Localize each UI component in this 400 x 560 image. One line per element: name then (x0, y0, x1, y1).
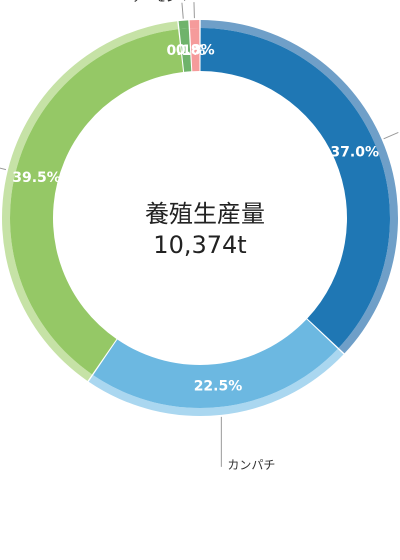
slices-group (2, 20, 398, 416)
slice-2 (9, 29, 184, 375)
percent-label-4: 0.8% (176, 43, 215, 59)
leader-lines-group (0, 2, 399, 467)
leader-line-3 (181, 2, 184, 19)
slice-4 (190, 28, 200, 72)
center-value: 10,374t (153, 231, 246, 259)
category-label-1: カンパチ (227, 458, 275, 472)
slice-outer-3 (178, 20, 189, 30)
category-labels-group: ブリカンパチマグロサーモンマダイ (130, 0, 275, 472)
category-label-4: マダイ (154, 0, 190, 3)
percent-label-0: 37.0% (330, 144, 379, 160)
slice-0 (200, 28, 391, 348)
leader-line-2 (0, 167, 7, 171)
leader-line-0 (383, 131, 399, 140)
percent-label-3: 0.1% (166, 43, 205, 59)
slice-outer-4 (189, 20, 200, 29)
slice-1 (93, 319, 338, 408)
category-label-3: サーモン (130, 0, 178, 4)
percent-label-2: 39.5% (12, 170, 61, 186)
percent-label-1: 22.5% (194, 379, 243, 395)
slice-3 (179, 28, 192, 72)
percent-labels-group: 37.0% 22.5% 39.5% 0.1%0.8% (12, 43, 379, 395)
center-title: 養殖生産量 (145, 200, 265, 228)
